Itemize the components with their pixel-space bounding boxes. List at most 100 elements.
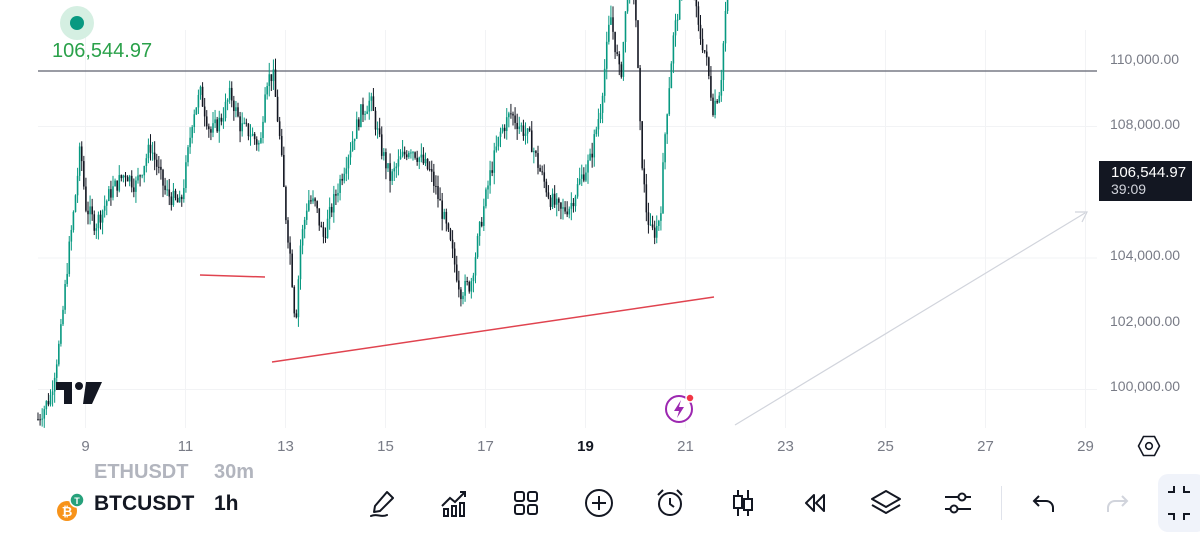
candle-body-51 [143, 166, 146, 176]
time-label-13: 13 [277, 438, 294, 455]
candle-body-108 [262, 121, 264, 138]
price-chart[interactable]: 110,000.00 108,000.00 104,000.00 102,000… [0, 0, 1200, 460]
candle-body-264 [587, 160, 589, 173]
candle-body-291 [643, 168, 646, 185]
candle-body-1 [39, 419, 41, 421]
candle-body-28 [95, 228, 98, 231]
drawing-tools-button[interactable] [366, 486, 400, 520]
candle-body-321 [705, 51, 708, 58]
candle-body-47 [135, 180, 137, 192]
candle-body-196 [445, 211, 448, 224]
candle-body-90 [224, 101, 227, 119]
fullscreen-button[interactable] [1158, 474, 1200, 532]
sliders-icon [945, 492, 971, 514]
candle-body-238 [533, 151, 535, 153]
candle-body-260 [578, 178, 581, 185]
candle-body-209 [472, 275, 475, 282]
replay-button[interactable] [797, 486, 831, 520]
flash-icon[interactable] [663, 392, 697, 431]
candle-body-173 [397, 159, 400, 167]
candle-body-129 [305, 210, 308, 220]
gear-icon[interactable] [1137, 434, 1161, 463]
candle-body-127 [301, 229, 304, 246]
candle-body-183 [418, 157, 421, 162]
candle-body-110 [266, 86, 268, 95]
candle-body-120 [287, 220, 289, 243]
candle-body-262 [583, 174, 585, 181]
chart-settings-button[interactable] [941, 486, 975, 520]
candle-body-141 [330, 206, 333, 213]
indicators-button[interactable] [438, 486, 472, 520]
candle-body-103 [251, 133, 254, 136]
chart-area[interactable]: 110,000.00 108,000.00 104,000.00 102,000… [0, 0, 1200, 460]
candle-body-64 [170, 196, 173, 206]
candle-body-280 [620, 64, 623, 77]
candle-body-186 [424, 158, 427, 164]
candle-body-72 [187, 147, 189, 163]
layouts-button[interactable] [509, 486, 543, 520]
candle-body-201 [455, 264, 458, 281]
trendline-support[interactable] [271, 296, 715, 363]
candle-body-289 [639, 67, 641, 122]
candle-body-279 [618, 53, 621, 65]
symbol-list-prev[interactable]: ETHUSDT 30m [0, 462, 300, 480]
candle-body-248 [553, 193, 556, 205]
candle-body-149 [347, 157, 350, 169]
price-label-100000: 100,000.00 [1110, 378, 1180, 394]
candle-body-283 [626, 0, 629, 12]
candle-body-322 [708, 57, 710, 77]
candle-body-300 [662, 162, 664, 214]
candle-body-168 [387, 163, 389, 169]
candle-body-151 [351, 141, 354, 151]
candle-body-170 [391, 171, 393, 181]
candle-body-237 [530, 130, 533, 153]
candle-body-21 [80, 146, 83, 162]
candle-body-261 [580, 174, 583, 179]
undo-button[interactable] [1027, 486, 1061, 520]
candle-body-145 [339, 178, 341, 193]
candle-body-156 [362, 104, 364, 115]
symbol-name[interactable]: BTCUSDT [94, 492, 195, 515]
chart-type-button[interactable] [726, 486, 760, 520]
candle-body-68 [178, 196, 181, 203]
candle-body-329 [722, 43, 725, 80]
candle-body-242 [541, 171, 543, 173]
candle-body-45 [130, 175, 133, 188]
symbol-list-next[interactable]: TIAUSDT 2h [0, 530, 300, 540]
candle-body-147 [343, 173, 346, 181]
alarm-clock-icon [657, 489, 683, 516]
candle-body-197 [447, 223, 450, 230]
redo-button[interactable] [1100, 486, 1134, 520]
candle-body-10 [58, 343, 60, 365]
candle-body-142 [333, 194, 335, 213]
candle-body-254 [566, 211, 568, 215]
candle-body-13 [64, 284, 66, 310]
svg-text:30m: 30m [214, 462, 254, 480]
alert-button[interactable] [653, 486, 687, 520]
candle-body-217 [489, 170, 491, 186]
trendline-horizontal[interactable] [199, 274, 266, 278]
candle-body-98 [241, 123, 243, 132]
candle-body-324 [712, 97, 714, 115]
interval-selector[interactable]: 1h [214, 492, 239, 515]
object-tree-button[interactable] [869, 486, 903, 520]
grid-icon [514, 491, 538, 515]
add-button[interactable] [582, 486, 616, 520]
candle-body-85 [214, 119, 216, 124]
candle-body-123 [293, 286, 296, 314]
candle-body-240 [537, 153, 539, 168]
candle-body-273 [605, 41, 608, 69]
last-price-value: 106,544.97 [1111, 164, 1187, 181]
candle-body-0 [37, 419, 39, 421]
indicators-icon [441, 491, 466, 517]
candle-body-112 [270, 74, 273, 82]
candle-body-84 [212, 123, 214, 133]
candle-body-37 [114, 180, 116, 187]
candle-body-62 [166, 189, 168, 191]
candle-body-188 [428, 168, 431, 170]
candle-body-158 [366, 111, 368, 114]
candle-body-69 [180, 196, 183, 200]
projection-arrow-line[interactable] [734, 212, 1086, 426]
candles-layer [37, 0, 729, 428]
tradingview-logo-icon[interactable] [56, 382, 102, 409]
